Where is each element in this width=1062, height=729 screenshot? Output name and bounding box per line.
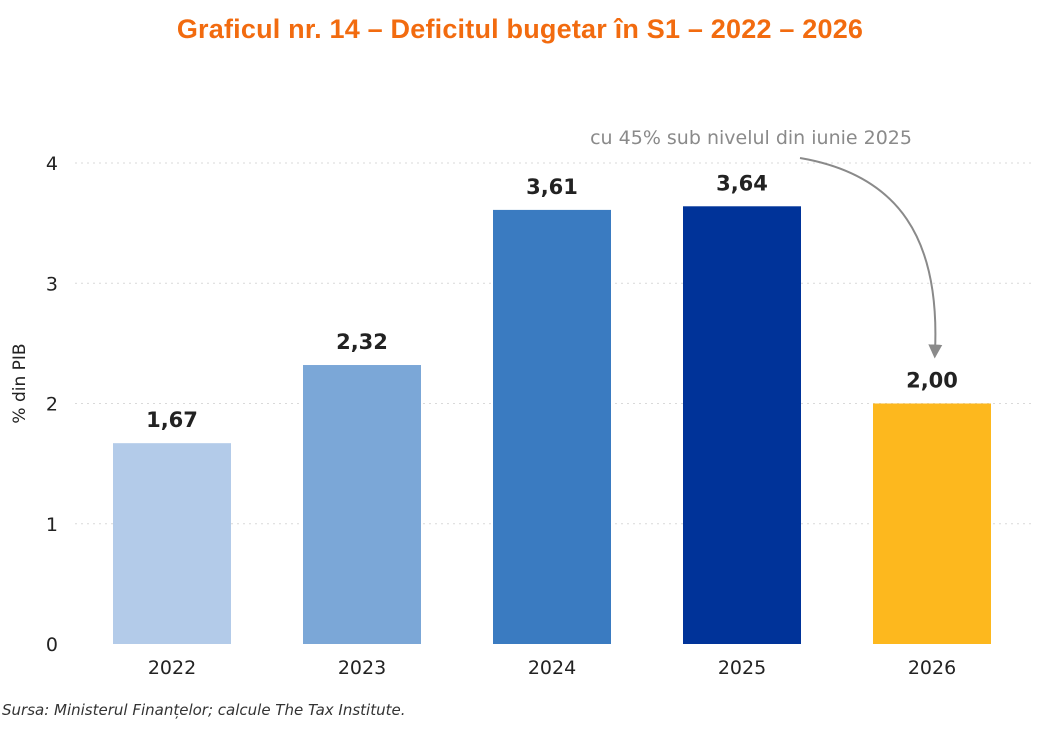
annotation-text: cu 45% sub nivelul din iunie 2025 <box>590 127 912 149</box>
x-tick-label-2026: 2026 <box>908 657 956 679</box>
value-label-2022: 1,67 <box>146 408 198 432</box>
annotation: cu 45% sub nivelul din iunie 2025 <box>590 127 943 359</box>
value-label-2024: 3,61 <box>526 175 578 199</box>
value-label-2026: 2,00 <box>906 369 958 393</box>
bar-2022 <box>113 443 231 644</box>
bars <box>113 206 991 645</box>
bar-2024 <box>493 209 611 644</box>
x-tick-label-2024: 2024 <box>528 657 576 679</box>
axes: 0 1 2 3 4 % din PIB 2022 2023 2024 2025 2026 <box>10 153 956 679</box>
bar-2023 <box>303 365 421 644</box>
y-axis-label: % din PIB <box>10 343 30 423</box>
y-tick-label: 1 <box>46 514 58 536</box>
x-tick-label-2023: 2023 <box>338 657 386 679</box>
y-tick-label: 3 <box>46 273 58 295</box>
value-label-2025: 3,64 <box>716 171 768 195</box>
value-label-2023: 2,32 <box>336 330 388 354</box>
x-tick-label-2022: 2022 <box>148 657 196 679</box>
y-tick-label: 2 <box>46 394 58 416</box>
x-tick-label-2025: 2025 <box>718 657 766 679</box>
annotation-arrow <box>799 157 943 359</box>
value-labels: 1,67 2,32 3,61 3,64 2,00 <box>146 171 958 432</box>
y-tick-label: 4 <box>46 153 58 175</box>
y-tick-label: 0 <box>46 634 58 656</box>
chart-title: Graficul nr. 14 – Deficitul bugetar în S… <box>176 14 864 44</box>
source-note: Sursa: Ministerul Finanțelor; calcule Th… <box>2 701 406 719</box>
bar-2026 <box>873 403 991 644</box>
bar-2025 <box>683 206 801 645</box>
